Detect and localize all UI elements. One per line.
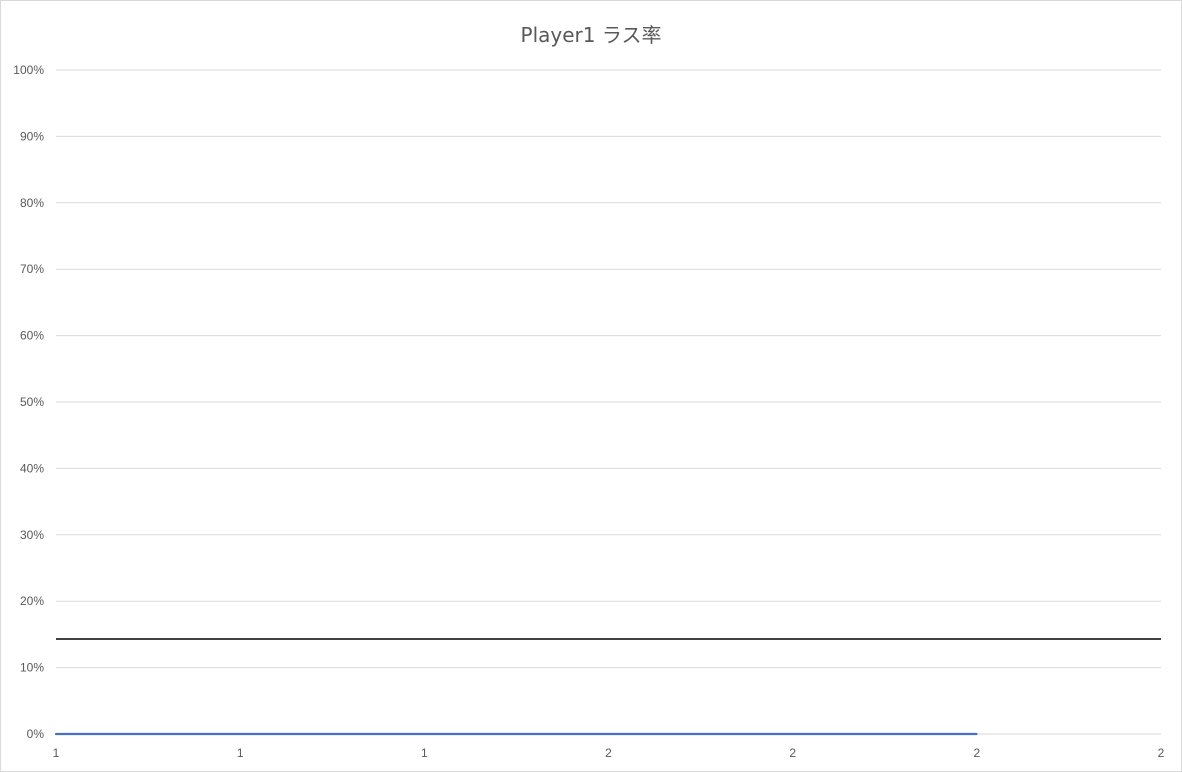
x-tick-label: 2 bbox=[605, 746, 612, 760]
x-tick-label: 2 bbox=[973, 746, 980, 760]
x-tick-label: 1 bbox=[53, 746, 60, 760]
x-tick-label: 1 bbox=[421, 746, 428, 760]
y-axis-tick-labels: 0% 10% 20% 30% 40% 50% 60% 70% 80% 90% 100% bbox=[13, 63, 44, 741]
y-tick-label: 0% bbox=[27, 727, 45, 741]
gridlines bbox=[56, 69, 1161, 735]
x-tick-label: 2 bbox=[789, 746, 796, 760]
chart-title: Player1 ラス率 bbox=[520, 23, 662, 47]
y-tick-label: 40% bbox=[20, 461, 44, 475]
x-axis-tick-labels: 1 1 1 2 2 2 2 bbox=[53, 746, 1165, 760]
y-tick-label: 50% bbox=[20, 395, 44, 409]
x-tick-label: 2 bbox=[1158, 746, 1165, 760]
y-tick-label: 30% bbox=[20, 528, 44, 542]
y-tick-label: 70% bbox=[20, 262, 44, 276]
y-tick-label: 60% bbox=[20, 329, 44, 343]
y-tick-label: 20% bbox=[20, 594, 44, 608]
y-tick-label: 80% bbox=[20, 196, 44, 210]
x-tick-label: 1 bbox=[237, 746, 244, 760]
y-tick-label: 90% bbox=[20, 129, 44, 143]
y-tick-label: 100% bbox=[13, 63, 44, 77]
y-tick-label: 10% bbox=[20, 661, 44, 675]
